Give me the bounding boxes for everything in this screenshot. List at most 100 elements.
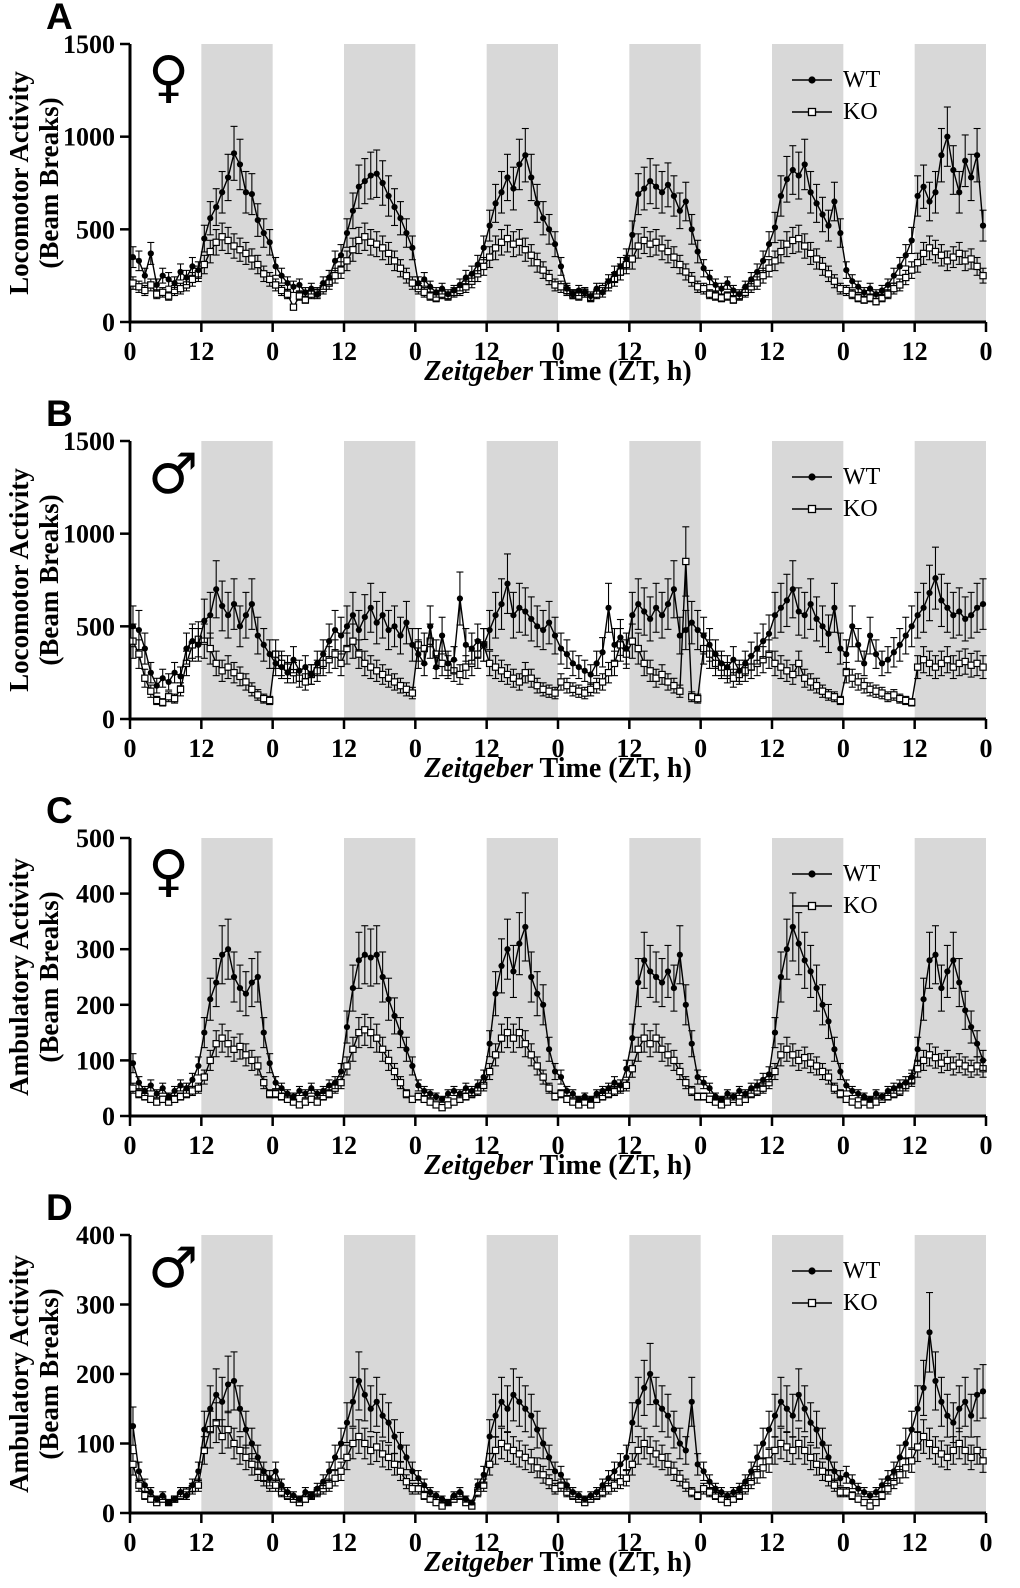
ko-marker [836, 1488, 845, 1496]
wt-marker [534, 200, 541, 207]
wt-marker [385, 1419, 392, 1426]
wt-marker [278, 1482, 285, 1489]
wt-marker [254, 1454, 261, 1461]
ko-marker [682, 1481, 690, 1489]
ko-marker [795, 1439, 803, 1448]
ko-marker [652, 674, 660, 682]
wt-marker [498, 1398, 505, 1405]
wt-marker [759, 1076, 767, 1083]
wt-marker [528, 1412, 535, 1419]
wt-marker [979, 1057, 987, 1064]
wt-marker [807, 1419, 814, 1426]
wt-marker [534, 623, 541, 630]
wt-marker [956, 608, 963, 615]
wt-marker [718, 285, 725, 292]
wt-marker [973, 1040, 981, 1047]
wt-marker [326, 638, 333, 645]
ko-marker [343, 257, 351, 265]
wt-marker [242, 189, 250, 196]
wt-marker [557, 263, 565, 270]
wt-marker [379, 973, 386, 981]
wt-marker [765, 241, 773, 248]
wt-marker [878, 287, 886, 294]
wt-marker [242, 1426, 250, 1433]
wt-marker [979, 222, 987, 229]
y-tick-label: 200 [76, 991, 115, 1020]
ko-marker [491, 244, 500, 252]
ko-marker [503, 670, 512, 679]
x-tick-label: 12 [902, 1131, 928, 1160]
wt-marker [355, 957, 362, 964]
wt-marker [765, 1426, 773, 1433]
wt-marker [462, 274, 469, 281]
wt-marker [878, 1093, 886, 1100]
wt-marker [605, 604, 612, 611]
legend-label-wt: WT [843, 463, 881, 490]
ko-marker [129, 279, 137, 287]
x-tick-label: 0 [266, 1528, 279, 1557]
wt-marker [236, 623, 244, 630]
wt-marker [403, 619, 410, 626]
wt-marker [813, 1426, 820, 1433]
wt-marker [409, 1062, 416, 1070]
wt-marker [884, 1475, 892, 1482]
wt-marker [979, 1388, 987, 1395]
wt-marker [700, 632, 707, 639]
wt-marker [700, 1079, 707, 1086]
ko-marker [331, 1474, 339, 1482]
wt-marker [837, 645, 844, 652]
wt-marker [849, 623, 856, 630]
ko-marker [586, 685, 595, 694]
x-tick-label: 12 [474, 734, 500, 763]
ko-marker [907, 698, 916, 707]
wt-marker [962, 615, 969, 623]
wt-marker [938, 152, 945, 159]
x-axis-title-c: Zeitgeber Time (ZT, h) [130, 1150, 986, 1182]
wt-marker [730, 1489, 737, 1496]
wt-marker [706, 641, 713, 648]
wt-marker [813, 985, 820, 992]
ko-marker [521, 246, 530, 254]
wt-marker [605, 1085, 612, 1092]
wt-marker [777, 1398, 785, 1405]
x-tick-label: 0 [552, 1528, 565, 1557]
ko-marker [497, 1034, 506, 1042]
ko-marker [372, 240, 381, 248]
ko-marker [426, 1098, 434, 1106]
wt-marker [522, 608, 529, 615]
wt-marker [968, 1412, 975, 1419]
ko-series [129, 1402, 987, 1510]
wt-marker [326, 1468, 333, 1475]
wt-marker [736, 1485, 743, 1492]
ko-marker [515, 1028, 524, 1037]
ko-marker [604, 668, 613, 677]
ko-marker [652, 1450, 660, 1458]
wt-marker [397, 215, 404, 222]
wt-marker [165, 678, 172, 686]
wt-marker [801, 161, 808, 168]
dark-phase-bands [201, 44, 986, 322]
ko-marker [830, 693, 839, 701]
wt-marker [629, 612, 636, 619]
wt-marker [635, 979, 642, 986]
ko-marker [402, 1478, 411, 1486]
ko-marker [230, 1439, 238, 1448]
ko-marker [271, 1481, 280, 1489]
ko-marker [789, 1051, 797, 1059]
ko-marker [212, 238, 220, 247]
ko-marker [224, 663, 232, 671]
wt-marker [242, 990, 250, 997]
wt-marker [135, 626, 143, 634]
ko-marker [800, 242, 809, 250]
wt-marker [433, 289, 440, 296]
wt-marker [676, 207, 683, 214]
ko-marker [462, 663, 470, 671]
ko-marker [800, 1446, 809, 1455]
wt-marker [902, 632, 909, 639]
plot-area-d: 0 100 200 300 400 0 12 0 12 0 12 0 12 0 12 0 12 0 [76, 1221, 993, 1557]
wt-marker [373, 1398, 380, 1405]
ko-marker [925, 244, 934, 252]
wt-marker [141, 645, 148, 652]
wt-marker [563, 1087, 571, 1095]
panel-d: 0 100 200 300 400 0 12 0 12 0 12 0 12 0 12 0 12 0 D Ambul… [0, 1187, 1020, 1588]
